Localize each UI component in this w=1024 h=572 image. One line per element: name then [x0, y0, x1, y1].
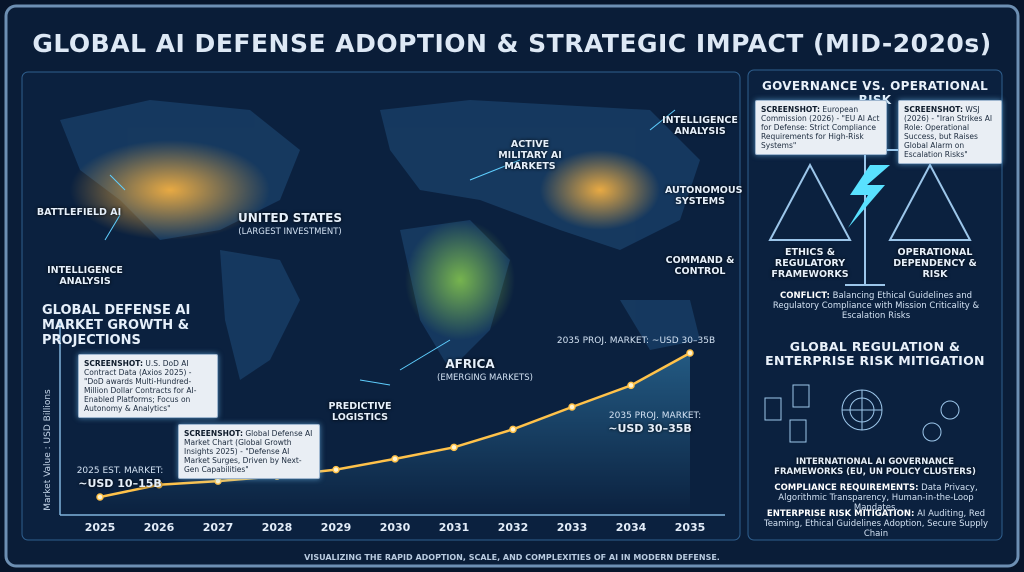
map-label: INTELLIGENCE ANALYSIS: [47, 265, 123, 287]
compliance-text: Data Privacy, Algorithmic Transparency, …: [778, 483, 978, 513]
map-label: AFRICA: [445, 357, 495, 371]
y-axis-label: Market Value : USD Billions: [43, 389, 53, 511]
point: [509, 425, 517, 434]
un-emblem: [764, 384, 960, 443]
glow: [540, 150, 660, 230]
point: [686, 349, 694, 357]
annotation: 2035 PROJ. MARKET: ~USD 30–35B: [556, 336, 716, 346]
x-tick-label: 2027: [203, 521, 234, 534]
callout: SCREENSHOT: European Commission (2026) -…: [755, 100, 887, 155]
label: OPERATIONAL DEPENDENCY & RISK: [893, 247, 977, 280]
panel-title: GLOBAL REGULATION & ENTERPRISE RISK MITI…: [765, 339, 985, 369]
callout-tag: SCREENSHOT:: [184, 429, 243, 438]
x-tick-label: 2031: [439, 521, 470, 534]
map-label: BATTLEFIELD AI: [36, 207, 122, 218]
footer: VISUALIZING THE RAPID ADOPTION, SCALE, A…: [304, 553, 720, 562]
callout: SCREENSHOT: WSJ (2026) - "Iran Strikes A…: [898, 100, 1002, 164]
point: [568, 403, 576, 411]
x-tick-label: 2030: [380, 521, 411, 534]
x-tick-label: 2033: [557, 521, 588, 534]
label: ETHICS & REGULATORY FRAMEWORKS: [771, 247, 849, 280]
conflict-text: Balancing Ethical Guidelines and Regulat…: [772, 291, 980, 321]
risk-tag: ENTERPRISE RISK MITIGATION:: [766, 509, 915, 519]
point: [450, 443, 458, 452]
title: GLOBAL AI DEFENSE ADOPTION & STRATEGIC I…: [32, 29, 992, 58]
map-label: AUTONOMOUS SYSTEMS: [665, 185, 743, 207]
point: [391, 455, 399, 463]
callout-tag: SCREENSHOT:: [904, 105, 963, 114]
map-label: (LARGEST INVESTMENT): [238, 227, 342, 237]
label: INTERNATIONAL AI GOVERNANCE FRAMEWORKS (…: [774, 457, 976, 477]
x-tick-label: 2025: [85, 521, 116, 534]
connector-lines: [104, 109, 676, 386]
compliance: COMPLIANCE REQUIREMENTS: Data Privacy, A…: [756, 483, 996, 513]
callout: SCREENSHOT: U.S. DoD AI Contract Data (A…: [78, 354, 218, 418]
callout-tag: SCREENSHOT:: [761, 105, 820, 114]
conflict: CONFLICT: Balancing Ethical Guidelines a…: [756, 291, 996, 321]
callout-text: European Commission (2026) - "EU AI Act …: [761, 105, 880, 150]
point: [155, 481, 163, 489]
risk-text: AI Auditing, Red Teaming, Ethical Guidel…: [763, 509, 989, 539]
point: [332, 465, 340, 474]
annotation: 2025 EST. MARKET:: [76, 466, 164, 476]
callout-text: U.S. DoD AI Contract Data (Axios 2025) -…: [84, 359, 197, 413]
lightning: [848, 165, 890, 228]
annotation: ~USD 10–15B: [78, 477, 162, 490]
map-label: COMMAND & CONTROL: [665, 255, 735, 277]
callout-text: Global Defense AI Market Chart (Global G…: [184, 429, 313, 474]
x-tick-label: 2028: [262, 521, 293, 534]
right-panel: [747, 69, 1003, 541]
callout: SCREENSHOT: Global Defense AI Market Cha…: [178, 424, 320, 479]
risk: ENTERPRISE RISK MITIGATION: AI Auditing,…: [756, 509, 996, 539]
x-tick-label: 2035: [675, 521, 706, 534]
point: [96, 493, 104, 501]
compliance-tag: COMPLIANCE REQUIREMENTS:: [774, 483, 919, 493]
point: [214, 477, 222, 485]
map-label: ACTIVE MILITARY AI MARKETS: [498, 139, 562, 172]
map-label: INTELLIGENCE ANALYSIS: [662, 115, 738, 137]
annotation: 2035 PROJ. MARKET:: [608, 411, 702, 421]
glow: [405, 220, 515, 340]
annotation: ~USD 30–35B: [608, 422, 692, 435]
x-tick-label: 2032: [498, 521, 529, 534]
map-label: PREDICTIVE LOGISTICS: [328, 401, 392, 423]
callout-text: WSJ (2026) - "Iran Strikes AI Role: Oper…: [904, 105, 993, 159]
map-label: (EMERGING MARKETS): [437, 373, 533, 383]
chart-title: GLOBAL DEFENSE AI MARKET GROWTH & PROJEC…: [42, 303, 191, 348]
callout-tag: SCREENSHOT:: [84, 359, 143, 368]
point: [627, 381, 635, 390]
area: [100, 353, 690, 515]
conflict-tag: CONFLICT:: [780, 291, 830, 301]
x-tick-label: 2034: [616, 521, 647, 534]
x-tick-label: 2026: [144, 521, 175, 534]
map-label: UNITED STATES: [237, 211, 343, 225]
x-tick-label: 2029: [321, 521, 352, 534]
